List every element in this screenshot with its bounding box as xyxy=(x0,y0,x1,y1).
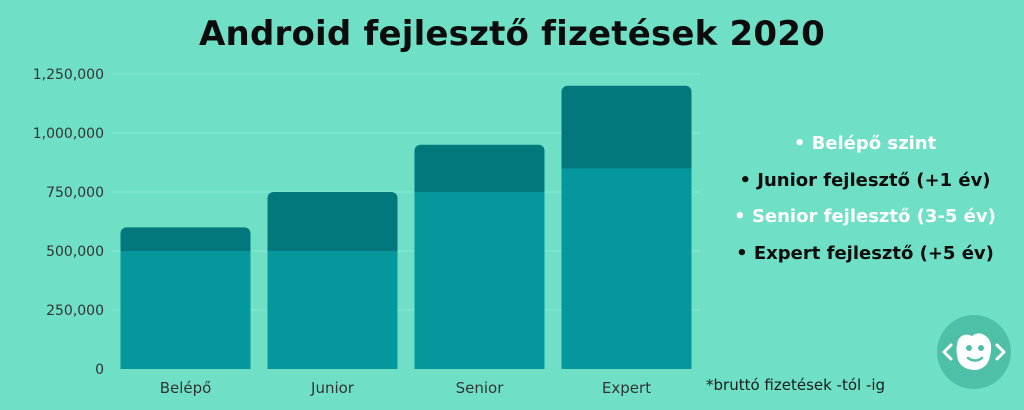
y-tick-label: 0 xyxy=(95,362,104,378)
y-tick-label: 500,000 xyxy=(46,244,104,260)
legend-item-expert: • Expert fejlesztő (+5 év) xyxy=(736,242,994,264)
salary-note: *bruttó fizetések -tól -ig xyxy=(706,376,886,394)
x-tick-label: Senior xyxy=(456,379,505,397)
x-tick-label: Belépő xyxy=(160,379,212,397)
legend-item-senior: • Senior fejlesztő (3-5 év) xyxy=(734,206,996,227)
y-tick-label: 1,250,000 xyxy=(33,67,104,83)
x-tick-label: Expert xyxy=(602,379,651,397)
legend-item-junior: • Junior fejlesztő (+1 év) xyxy=(739,169,991,191)
x-tick-label: Junior xyxy=(310,379,355,397)
chart-title: Android fejlesztő fizetések 2020 xyxy=(199,14,825,54)
bar-lower xyxy=(561,168,692,369)
legend-item-belepo: • Belépő szint xyxy=(793,133,937,154)
bar-lower xyxy=(414,192,545,369)
y-tick-label: 1,000,000 xyxy=(33,126,104,142)
bar-lower xyxy=(120,251,251,369)
legend: • Belépő szint • Junior fejlesztő (+1 év… xyxy=(706,126,1024,272)
y-tick-label: 250,000 xyxy=(46,303,104,319)
bar-lower xyxy=(267,251,398,369)
y-tick-label: 750,000 xyxy=(46,185,104,201)
code-brackets-logo-icon xyxy=(937,315,1011,389)
bar-chart: 0 250,000 500,000 750,000 1,000,000 1,250,000… xyxy=(33,67,700,397)
